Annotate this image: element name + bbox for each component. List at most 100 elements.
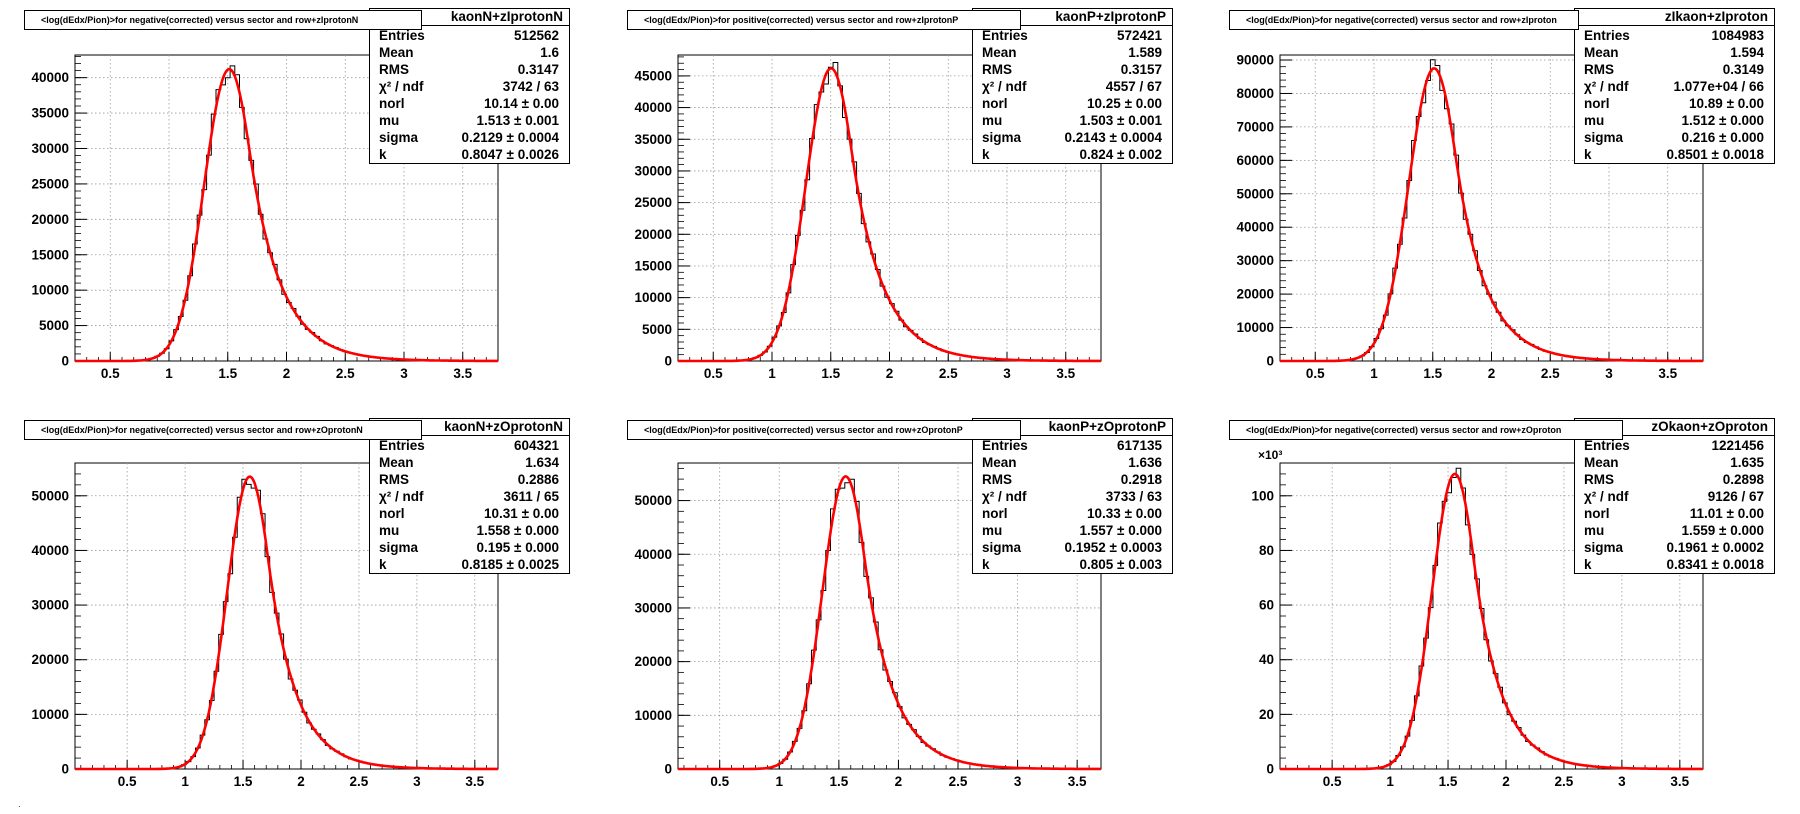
stats-key: sigma <box>982 540 1022 555</box>
stats-key: norl <box>982 506 1008 521</box>
x-tick-label: 3.5 <box>1658 366 1677 381</box>
x-tick-label: 1.5 <box>1423 366 1442 381</box>
y-tick-label: 60 <box>1259 598 1274 613</box>
stats-value: 1.6 <box>540 45 559 60</box>
x-tick-label: 2.5 <box>949 774 968 789</box>
stats-row: Mean 1.6 <box>379 45 559 61</box>
plot-frame <box>677 462 1102 770</box>
stats-key: Mean <box>379 45 414 60</box>
stats-value: 0.8047 ± 0.0026 <box>461 147 560 162</box>
stats-row: k 0.8047 ± 0.0026 <box>379 147 559 163</box>
stats-key: RMS <box>1584 62 1614 77</box>
stats-box-name: zIkaon+zIproton <box>1575 9 1774 26</box>
x-tick-label: 3 <box>1618 774 1626 789</box>
stats-row: sigma 0.2129 ± 0.0004 <box>379 130 559 146</box>
x-tick-label: 2.5 <box>350 774 369 789</box>
chart-title: <log(dEdx/Pion)>for positive(corrected) … <box>627 10 1021 30</box>
stats-value: 1.503 ± 0.001 <box>1079 113 1162 128</box>
stats-value: 512562 <box>513 28 559 43</box>
y-tick-label: 10000 <box>1236 320 1274 335</box>
stats-row: RMS 0.2918 <box>982 472 1162 488</box>
stats-key: Mean <box>1584 45 1619 60</box>
stats-key: sigma <box>1584 130 1624 145</box>
y-tick-label: 40000 <box>31 70 69 85</box>
stats-key: mu <box>982 523 1003 538</box>
stats-row: sigma 0.195 ± 0.000 <box>379 540 559 556</box>
stats-row: χ² / ndf 3611 / 65 <box>379 489 559 505</box>
y-tick-label: 20000 <box>634 654 672 669</box>
stats-row: mu 1.557 ± 0.000 <box>982 523 1162 539</box>
y-tick-label: 20000 <box>31 212 69 227</box>
stats-value: 9126 / 67 <box>1707 489 1764 504</box>
stats-key: sigma <box>379 130 419 145</box>
stats-value: 1.589 <box>1128 45 1162 60</box>
stats-box-name: kaonP+zIprotonP <box>973 9 1172 26</box>
stats-row: k 0.8341 ± 0.0018 <box>1584 557 1764 573</box>
y-tick-label: 45000 <box>634 68 672 83</box>
y-tick-label: 10000 <box>634 290 672 305</box>
y-tick-label: 30000 <box>634 163 672 178</box>
stats-key: norl <box>379 506 405 521</box>
x-tick-label: 1 <box>1370 366 1378 381</box>
stats-value: 0.2918 <box>1120 472 1162 487</box>
chart-1: 0.5 1 1.5 2 2.5 3 3.5 0 5000 10000 15000 20000 25000… <box>31 54 499 381</box>
stats-box-name: zOkaon+zOproton <box>1575 419 1774 436</box>
stats-row: sigma 0.1952 ± 0.0003 <box>982 540 1162 556</box>
stats-key: Mean <box>982 455 1017 470</box>
stats-value: 0.8501 ± 0.0018 <box>1666 147 1765 162</box>
x-tick-label: 0.5 <box>118 774 137 789</box>
x-tick-label: 3 <box>1003 366 1011 381</box>
stats-box: kaonN+zOprotonN Entries 604321 Mean 1.634 RMS… <box>369 418 570 574</box>
stats-value: 1.594 <box>1730 45 1764 60</box>
y-tick-label: 0 <box>61 354 69 369</box>
y-tick-label: 10000 <box>31 707 69 722</box>
x-tick-label: 3.5 <box>1670 774 1689 789</box>
stats-row: mu 1.559 ± 0.000 <box>1584 523 1764 539</box>
stats-box: kaonN+zIprotonN Entries 512562 Mean 1.6 RMS 0.… <box>369 8 570 164</box>
x-tick-label: 1 <box>1386 774 1394 789</box>
stats-key: mu <box>1584 113 1605 128</box>
stats-value: 1.559 ± 0.000 <box>1681 523 1764 538</box>
stats-row: Mean 1.636 <box>982 455 1162 471</box>
stats-value: 1.077e+04 / 66 <box>1673 79 1764 94</box>
y-tick-label: 20000 <box>31 652 69 667</box>
stats-box-name: kaonN+zOprotonN <box>370 419 569 436</box>
stats-row: χ² / ndf 1.077e+04 / 66 <box>1584 79 1764 95</box>
y-tick-label: 80 <box>1259 543 1274 558</box>
x-tick-label: 2 <box>886 366 894 381</box>
x-tick-label: 1.5 <box>821 366 840 381</box>
stats-row: sigma 0.1961 ± 0.0002 <box>1584 540 1764 556</box>
stats-row: Entries 1084983 <box>1584 28 1764 44</box>
stats-key: sigma <box>379 540 419 555</box>
x-tick-label: 2 <box>283 366 291 381</box>
stats-key: norl <box>1584 506 1610 521</box>
x-tick-label: 1.5 <box>218 366 237 381</box>
y-tick-label: 100 <box>1251 488 1274 503</box>
x-tick-label: 0.5 <box>704 366 723 381</box>
x-tick-label: 1 <box>181 774 189 789</box>
stats-key: RMS <box>1584 472 1614 487</box>
stats-row: norl 10.89 ± 0.00 <box>1584 96 1764 112</box>
stats-row: Entries 604321 <box>379 438 559 454</box>
stats-row: RMS 0.2886 <box>379 472 559 488</box>
x-tick-label: 3.5 <box>1056 366 1075 381</box>
stats-key: χ² / ndf <box>379 79 424 94</box>
stats-value: 0.3157 <box>1120 62 1162 77</box>
stats-key: χ² / ndf <box>982 489 1027 504</box>
y-tick-label: 30000 <box>31 141 69 156</box>
x-tick-label: 2 <box>895 774 903 789</box>
stats-key: mu <box>379 113 400 128</box>
y-exponent-label: ×10³ <box>1258 448 1282 462</box>
chart-6: 0.5 1 1.5 2 2.5 3 3.5 0 20 40 60 80 100 ×10³ <box>1251 448 1704 789</box>
stats-key: mu <box>982 113 1003 128</box>
y-tick-label: 30000 <box>31 598 69 613</box>
y-tick-label: 40000 <box>634 100 672 115</box>
stats-value: 0.2886 <box>517 472 559 487</box>
x-tick-label: 1 <box>776 774 784 789</box>
y-tick-label: 20000 <box>1236 287 1274 302</box>
stats-value: 0.2143 ± 0.0004 <box>1064 130 1163 145</box>
stats-row: RMS 0.3147 <box>379 62 559 78</box>
stats-value: 10.89 ± 0.00 <box>1689 96 1764 111</box>
fit-curve <box>75 475 498 771</box>
stats-row: mu 1.513 ± 0.001 <box>379 113 559 129</box>
